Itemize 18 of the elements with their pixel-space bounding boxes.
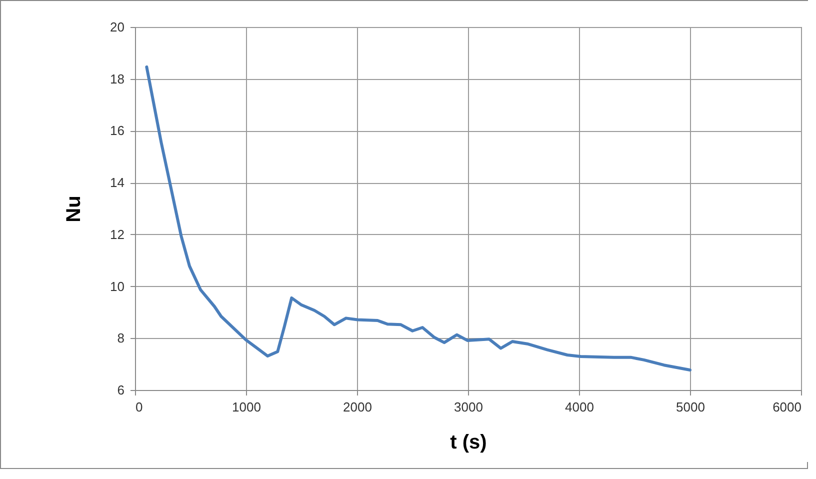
line-series [145, 65, 692, 372]
y-tick-label: 18 [110, 71, 124, 86]
x-tick-label: 2000 [343, 400, 372, 414]
y-tick-label: 16 [110, 123, 124, 138]
x-tick-label: 3000 [454, 400, 483, 414]
x-axis-title: t (s) [450, 432, 487, 454]
x-tick-label: 0 [136, 400, 143, 414]
x-tick-label: 1000 [232, 400, 261, 414]
y-tick-label: 20 [110, 20, 124, 34]
x-tick-label: 4000 [565, 400, 594, 414]
x-tick-label: 6000 [772, 400, 802, 414]
x-tick-label: 5000 [676, 400, 705, 414]
y-tick-label: 6 [117, 382, 124, 398]
y-tick-label: 12 [110, 226, 124, 242]
y-tick-label: 14 [110, 175, 124, 190]
y-tick-label: 8 [117, 330, 124, 346]
y-tick-label: 10 [110, 278, 124, 294]
y-axis-title: Nu [63, 196, 86, 222]
